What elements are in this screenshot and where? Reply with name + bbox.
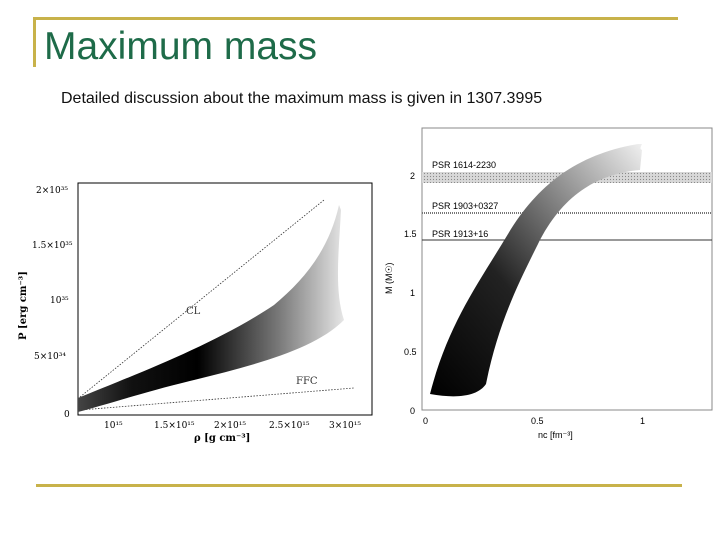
right-xaxis: 0 0.5 1 nc [fm⁻³]: [423, 416, 645, 440]
left-xtick: 3×10¹⁵: [329, 421, 361, 431]
right-ytick: 1.5: [404, 229, 417, 239]
slide-title: Maximum mass: [44, 25, 318, 68]
left-ytick: 5×10³⁴: [34, 352, 66, 362]
left-xlabel: ρ [g cm⁻³]: [194, 433, 250, 444]
right-xtick: 0.5: [531, 416, 544, 426]
left-ytick: 1.5×10³⁵: [32, 241, 73, 251]
decor-bottom-rule: [36, 484, 682, 487]
band-label-1903: PSR 1903+0327: [432, 201, 498, 211]
cl-line: [79, 199, 325, 398]
right-ytick: 0: [410, 406, 415, 416]
band-label-1614: PSR 1614-2230: [432, 160, 496, 170]
mass-density-figure: PSR 1614-2230 PSR 1903+0327 PSR 1913+16 …: [384, 127, 713, 440]
left-xtick: 2×10¹⁵: [214, 421, 246, 431]
left-yaxis: 2×10³⁵ 1.5×10³⁵ 10³⁵ 5×10³⁴ 0 P [erg cm⁻…: [18, 186, 73, 420]
band-label-1913: PSR 1913+16: [432, 229, 488, 239]
right-ylabel: M (M☉): [384, 262, 394, 294]
left-ytick: 0: [64, 410, 70, 420]
cl-annotation: CL: [186, 306, 201, 317]
right-yaxis: 2 1.5 1 0.5 0 M (M☉): [384, 171, 417, 416]
right-ytick: 1: [410, 288, 415, 298]
right-xtick: 1: [640, 416, 645, 426]
slide-subtitle: Detailed discussion about the maximum ma…: [61, 90, 543, 107]
ffc-line: [79, 387, 355, 411]
eos-band: [78, 205, 344, 412]
left-xtick: 2.5×10¹⁵: [269, 421, 310, 431]
left-xtick: 1.5×10¹⁵: [154, 421, 195, 431]
mass-band: [430, 144, 642, 397]
decor-left-rule: [33, 17, 36, 67]
left-xaxis: 10¹⁵ 1.5×10¹⁵ 2×10¹⁵ 2.5×10¹⁵ 3×10¹⁵ ρ […: [104, 421, 361, 444]
left-ylabel: P [erg cm⁻³]: [18, 271, 29, 340]
left-ytick: 10³⁵: [50, 296, 69, 306]
ffc-annotation: FFC: [296, 376, 318, 387]
pressure-density-figure: 2×10³⁵ 1.5×10³⁵ 10³⁵ 5×10³⁴ 0 P [erg cm⁻…: [18, 182, 373, 444]
right-xlabel: nc [fm⁻³]: [538, 430, 573, 440]
decor-top-rule: [33, 17, 678, 20]
left-xtick: 10¹⁵: [104, 421, 123, 431]
left-ytick: 2×10³⁵: [36, 186, 68, 196]
right-ytick: 2: [410, 171, 415, 181]
right-xtick: 0: [423, 416, 428, 426]
right-ytick: 0.5: [404, 347, 417, 357]
